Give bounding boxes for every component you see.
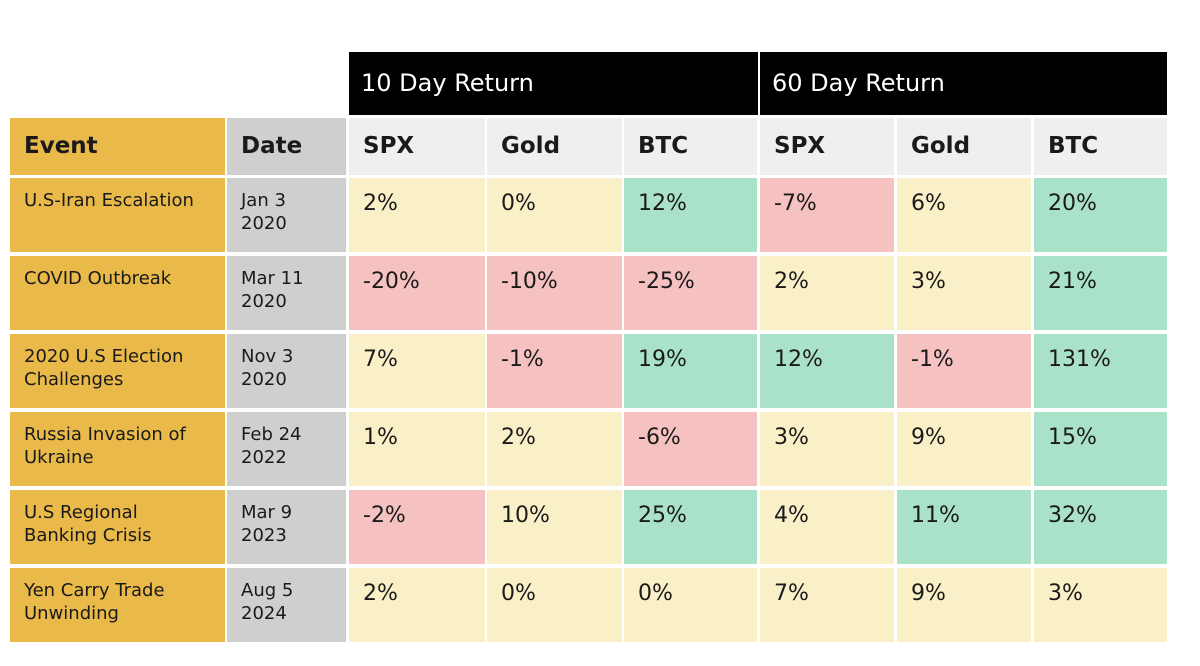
return-cell: 25% <box>624 490 757 564</box>
return-cell: -1% <box>487 334 622 408</box>
group-header: 10 Day Return <box>349 52 758 115</box>
return-cell: 11% <box>897 490 1031 564</box>
return-cell: 3% <box>760 412 894 486</box>
group-header: 60 Day Return <box>760 52 1167 115</box>
return-cell: 6% <box>897 178 1031 252</box>
return-cell: 0% <box>487 178 622 252</box>
event-cell: U.S Regional Banking Crisis <box>10 490 225 564</box>
return-cell: 21% <box>1034 256 1167 330</box>
return-cell: 1% <box>349 412 485 486</box>
return-cell: 2% <box>760 256 894 330</box>
return-cell: 7% <box>349 334 485 408</box>
return-cell: 2% <box>487 412 622 486</box>
column-header: BTC <box>1034 118 1167 175</box>
column-header: Gold <box>897 118 1031 175</box>
return-cell: -6% <box>624 412 757 486</box>
date-cell: Jan 3 2020 <box>227 178 346 252</box>
return-cell: 12% <box>624 178 757 252</box>
return-cell: 3% <box>897 256 1031 330</box>
date-cell: Mar 9 2023 <box>227 490 346 564</box>
column-header: Event <box>10 118 225 175</box>
return-cell: 7% <box>760 568 894 642</box>
return-cell: -25% <box>624 256 757 330</box>
return-cell: 9% <box>897 412 1031 486</box>
return-cell: 4% <box>760 490 894 564</box>
column-header: Gold <box>487 118 622 175</box>
date-cell: Feb 24 2022 <box>227 412 346 486</box>
return-cell: 0% <box>487 568 622 642</box>
event-cell: Yen Carry Trade Unwinding <box>10 568 225 642</box>
column-header: BTC <box>624 118 757 175</box>
event-cell: U.S-Iran Escalation <box>10 178 225 252</box>
column-header: Date <box>227 118 346 175</box>
return-cell: 2% <box>349 568 485 642</box>
return-cell: 9% <box>897 568 1031 642</box>
return-cell: -7% <box>760 178 894 252</box>
return-cell: 15% <box>1034 412 1167 486</box>
column-header: SPX <box>760 118 894 175</box>
return-cell: 0% <box>624 568 757 642</box>
return-cell: 131% <box>1034 334 1167 408</box>
return-cell: -20% <box>349 256 485 330</box>
return-cell: 20% <box>1034 178 1167 252</box>
return-cell: 12% <box>760 334 894 408</box>
return-cell: -1% <box>897 334 1031 408</box>
return-cell: 19% <box>624 334 757 408</box>
event-cell: COVID Outbreak <box>10 256 225 330</box>
event-cell: 2020 U.S Election Challenges <box>10 334 225 408</box>
column-header: SPX <box>349 118 485 175</box>
return-cell: 3% <box>1034 568 1167 642</box>
return-cell: 32% <box>1034 490 1167 564</box>
return-cell: -2% <box>349 490 485 564</box>
return-cell: 10% <box>487 490 622 564</box>
date-cell: Aug 5 2024 <box>227 568 346 642</box>
date-cell: Mar 11 2020 <box>227 256 346 330</box>
return-cell: -10% <box>487 256 622 330</box>
event-cell: Russia Invasion of Ukraine <box>10 412 225 486</box>
return-cell: 2% <box>349 178 485 252</box>
date-cell: Nov 3 2020 <box>227 334 346 408</box>
